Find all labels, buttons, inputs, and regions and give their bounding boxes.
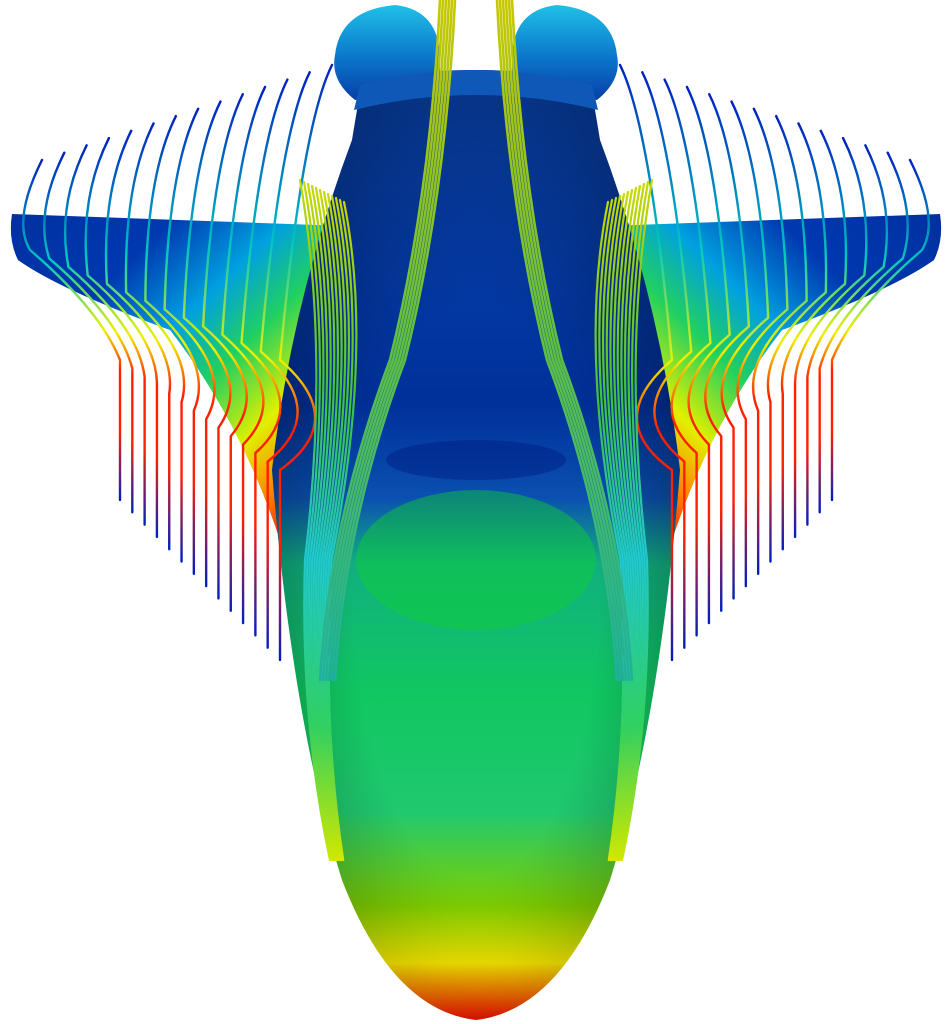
left-body-streamline bbox=[325, 198, 354, 862]
left-wing-streamline bbox=[240, 78, 289, 637]
left-wing-streamline bbox=[104, 129, 172, 551]
left-wing-surface bbox=[10, 214, 345, 540]
right-wing-streamline bbox=[663, 78, 712, 637]
nose-highlight bbox=[356, 490, 596, 630]
left-body-streamline bbox=[312, 186, 336, 862]
right-body-streamline bbox=[594, 200, 625, 862]
left-body-streamline bbox=[309, 184, 335, 862]
left-wing-streamline bbox=[201, 93, 248, 612]
left-wing-streamline bbox=[84, 136, 159, 539]
right-wing-streamline bbox=[818, 151, 909, 514]
right-wing-streamline bbox=[720, 100, 770, 600]
left-body-streamline bbox=[320, 194, 347, 862]
left-wing-streamline bbox=[221, 85, 267, 625]
center-left-streamline bbox=[330, 0, 454, 682]
left-body-streamline bbox=[318, 192, 343, 862]
right-body-streamline bbox=[620, 178, 654, 862]
streamlines-layer bbox=[22, 0, 930, 862]
right-wing-streamline bbox=[751, 114, 808, 576]
left-wing-streamline bbox=[22, 158, 122, 502]
right-wing-streamline bbox=[704, 93, 751, 612]
left-wing-streamline bbox=[144, 114, 201, 576]
center-left-streamline bbox=[324, 0, 448, 682]
left-body-streamline bbox=[298, 178, 332, 862]
center-left-streamline bbox=[321, 0, 445, 682]
center-right-streamline bbox=[498, 0, 622, 682]
center-right-streamline bbox=[507, 0, 631, 682]
center-left-streamline bbox=[318, 0, 442, 682]
right-body-streamline bbox=[616, 186, 640, 862]
right-body-streamline bbox=[609, 192, 634, 862]
left-wing-streamline bbox=[63, 144, 146, 526]
left-wing-streamline bbox=[182, 100, 232, 600]
right-wing-streamline bbox=[618, 63, 674, 662]
right-wing-streamline bbox=[806, 144, 889, 526]
left-body-streamline bbox=[302, 180, 333, 862]
right-wing-streamline bbox=[766, 122, 828, 563]
right-wing-streamline bbox=[780, 129, 848, 551]
right-wing-surface bbox=[607, 214, 942, 540]
right-body-streamline bbox=[605, 194, 632, 862]
right-wing-streamline bbox=[641, 71, 693, 649]
right-body-streamline bbox=[601, 196, 629, 862]
mid-shadow-band bbox=[386, 440, 566, 480]
cockpit-bridge bbox=[354, 70, 598, 110]
right-wing-streamline bbox=[830, 158, 930, 502]
right-body-streamline bbox=[612, 190, 636, 862]
center-left-streamline bbox=[333, 0, 457, 682]
left-body-streamline bbox=[314, 188, 338, 862]
right-body-streamline bbox=[617, 184, 643, 862]
center-right-streamline bbox=[510, 0, 634, 682]
left-wing-streamline bbox=[163, 107, 216, 588]
left-body-streamline bbox=[316, 190, 340, 862]
fuselage-shading bbox=[272, 70, 680, 1020]
right-body-streamline bbox=[618, 182, 646, 862]
right-wing-streamline bbox=[685, 85, 731, 625]
right-body-streamline bbox=[598, 198, 627, 862]
right-body-streamline bbox=[614, 188, 638, 862]
left-wing-streamline bbox=[43, 151, 134, 514]
left-body-streamline bbox=[306, 182, 334, 862]
center-right-streamline bbox=[504, 0, 628, 682]
center-left-streamline bbox=[327, 0, 451, 682]
left-body-streamline bbox=[327, 200, 358, 862]
center-right-streamline bbox=[495, 0, 619, 682]
center-right-streamline bbox=[501, 0, 625, 682]
left-wing-streamline bbox=[259, 71, 311, 649]
left-wing-streamline bbox=[124, 122, 186, 563]
left-wing-streamline bbox=[278, 63, 334, 662]
right-wing-streamline bbox=[793, 136, 868, 539]
right-body-streamline bbox=[619, 180, 650, 862]
left-body-streamline bbox=[323, 196, 351, 862]
right-wing-streamline bbox=[736, 107, 789, 588]
